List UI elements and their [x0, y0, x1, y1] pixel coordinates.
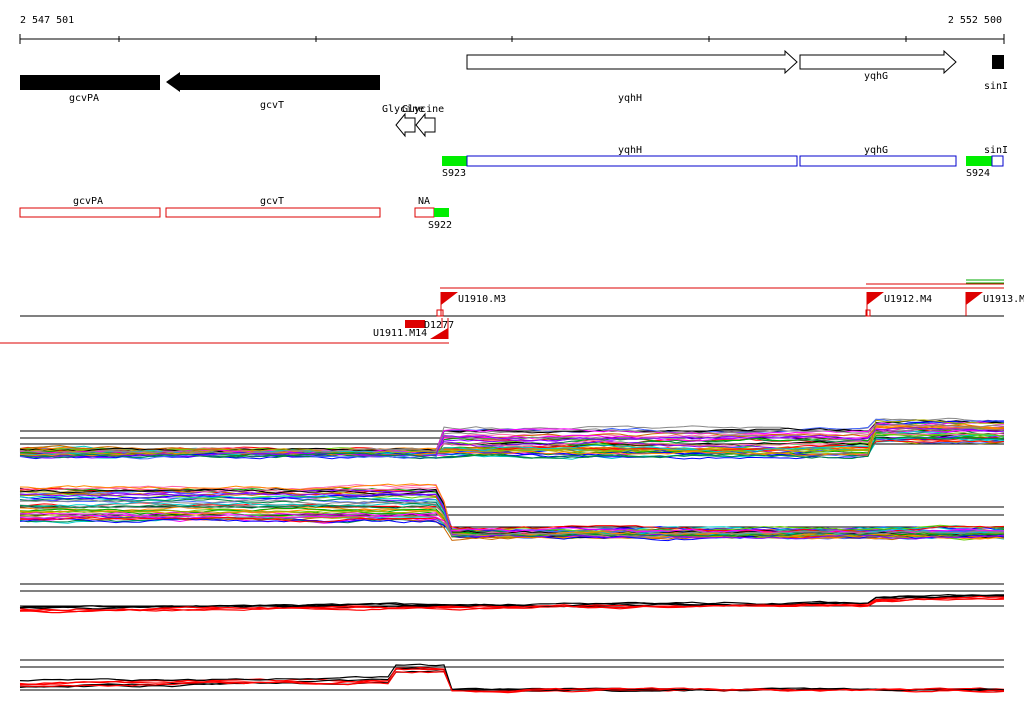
- segment-box-yqhH[interactable]: [466, 155, 798, 167]
- gene-label-yqhG: yqhG: [864, 71, 888, 82]
- segment-box-label: yqhH: [618, 145, 642, 156]
- segment-box-label: gcvT: [260, 196, 284, 207]
- tu-label: U1913.M: [983, 294, 1024, 305]
- gene-arrow-gcvPA[interactable]: [20, 75, 160, 90]
- riboswitch-label: Glycine: [382, 104, 424, 115]
- expression-trace: [19, 423, 1005, 455]
- profile-trace: [19, 671, 1005, 693]
- expression-trace: [19, 499, 1005, 538]
- profile-trace: [19, 595, 1004, 613]
- gene-arrow-gcvT[interactable]: [166, 72, 380, 92]
- tu-flag-U1910[interactable]: U1910.M3: [436, 292, 506, 317]
- riboswitch-arrow[interactable]: [415, 112, 436, 138]
- gene-label-gcvPA: gcvPA: [69, 93, 99, 104]
- gene-track: gcvPA gcvT yqhH yqhG sinI Glycine Glycin…: [20, 49, 1008, 138]
- tu-label: D1277: [424, 320, 454, 331]
- ruler-start-label: 2 547 501: [20, 15, 74, 26]
- expression-trace: [19, 424, 1005, 457]
- segment-mark-S922[interactable]: [434, 208, 449, 217]
- tu-label: U1911.M14: [373, 328, 427, 339]
- expression-trace: [19, 436, 1005, 460]
- expression-panel-reverse: [19, 483, 1005, 542]
- expression-trace: [19, 427, 1005, 459]
- segment-box-sinI[interactable]: [991, 155, 1004, 167]
- gene-arrow-sinI[interactable]: [992, 55, 1004, 69]
- coordinate-ruler: 2 547 501 2 552 500: [19, 15, 1005, 44]
- tu-flag-U1912[interactable]: U1912.M4: [865, 292, 932, 317]
- ruler-end-label: 2 552 500: [948, 15, 1002, 26]
- gene-arrow-yqhH[interactable]: [466, 49, 798, 75]
- expression-panel-forward: [19, 417, 1005, 460]
- expression-trace: [19, 436, 1005, 460]
- segment-track-top: S923 yqhH yqhG S924 sinI: [442, 145, 1008, 179]
- expression-trace: [19, 419, 1005, 456]
- gene-label-sinI: sinI: [984, 81, 1008, 92]
- segment-track-bottom: gcvPA gcvT NA S922: [19, 196, 452, 231]
- segment-box-gcvT[interactable]: [165, 207, 381, 218]
- profile-panel-forward: [19, 583, 1005, 614]
- gene-arrow-yqhG[interactable]: [799, 49, 957, 75]
- expression-trace: [19, 493, 1005, 533]
- tu-label: U1912.M4: [884, 294, 932, 305]
- segment-mark-S924[interactable]: [966, 156, 992, 166]
- profile-trace: [19, 663, 1005, 692]
- segment-box-label: yqhG: [864, 145, 888, 156]
- segment-mark-label: S923: [442, 168, 466, 179]
- segment-box-label: gcvPA: [73, 196, 103, 207]
- tu-flag-U1913[interactable]: U1913.M: [965, 292, 1024, 316]
- gene-label-yqhH: yqhH: [618, 93, 642, 104]
- riboswitch-label: Glycine: [402, 104, 444, 115]
- segment-box-label: NA: [418, 196, 430, 207]
- tu-flag-U1911[interactable]: U1911.M14: [373, 318, 449, 339]
- transcription-unit-track: U1910.M3 U1912.M4 U1913.M U1911.M14 D127…: [0, 279, 1024, 344]
- tu-label: U1910.M3: [458, 294, 506, 305]
- segment-box-NA[interactable]: [414, 207, 435, 218]
- riboswitch-arrow[interactable]: [395, 112, 416, 138]
- segment-mark-label: S924: [966, 168, 990, 179]
- gene-label-gcvT: gcvT: [260, 100, 284, 111]
- segment-box-gcvPA[interactable]: [19, 207, 161, 218]
- profile-panel-reverse: [19, 659, 1005, 694]
- expression-trace: [19, 492, 1005, 540]
- tu-flag-D1277[interactable]: D1277: [424, 318, 454, 331]
- segment-mark-S923[interactable]: [442, 156, 467, 166]
- segment-box-label: sinI: [984, 145, 1008, 156]
- segment-mark-label: S922: [428, 220, 452, 231]
- segment-box-yqhG[interactable]: [799, 155, 957, 167]
- expression-trace: [19, 513, 1005, 534]
